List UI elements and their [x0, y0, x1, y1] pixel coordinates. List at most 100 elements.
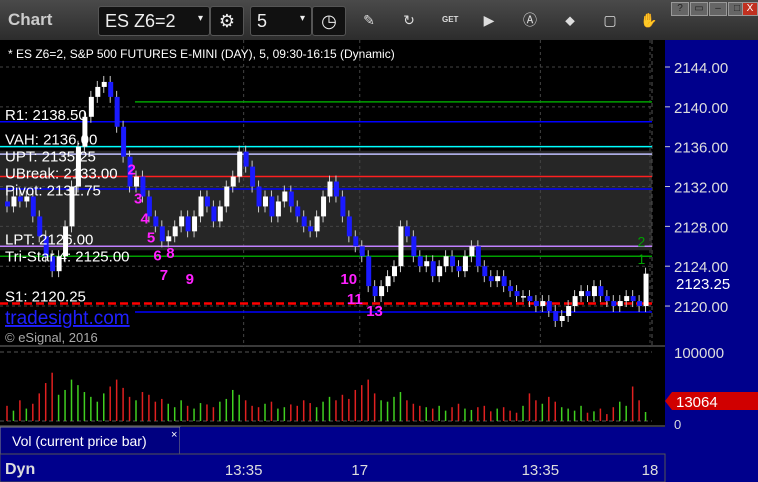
comment-icon[interactable]: ▢ — [603, 12, 617, 28]
candle-body — [404, 226, 410, 237]
watermark-copyright: © eSignal, 2016 — [5, 330, 98, 345]
volume-last-label: 13064 — [676, 394, 718, 411]
chevron-down-icon: ▾ — [197, 13, 203, 24]
x-tick-label: 13:35 — [522, 462, 560, 479]
candle-body — [521, 296, 526, 298]
last-price-marker — [665, 273, 758, 294]
last-price-label: 2123.25 — [676, 276, 730, 293]
level-label: Pivot: 2131.75 — [5, 183, 101, 200]
candle-body — [24, 196, 30, 202]
candle-body — [437, 266, 443, 277]
candle-body — [424, 261, 430, 267]
count-label: 4 — [140, 210, 149, 227]
count-label: 8 — [166, 245, 174, 262]
candle-body — [430, 261, 436, 277]
candle-body — [566, 306, 572, 316]
time-axis — [0, 453, 666, 482]
play-icon[interactable]: ▶ — [483, 12, 495, 28]
candle-body — [385, 276, 391, 287]
dock-button[interactable]: ▭ — [690, 2, 708, 16]
volume-max-label: 100000 — [674, 345, 724, 362]
candle-body — [411, 236, 417, 257]
candle-body — [153, 216, 159, 227]
candle-body — [624, 296, 630, 302]
volume-last-marker — [665, 392, 758, 410]
count-label-green: 2 — [638, 233, 646, 249]
candle-body — [546, 301, 552, 312]
level-label: UBreak: 2133.00 — [5, 166, 118, 183]
hand-icon[interactable]: ✋ — [640, 12, 658, 28]
candle-body — [340, 196, 346, 217]
candle-body — [95, 86, 101, 97]
alert-icon[interactable]: Ⓐ — [523, 12, 537, 28]
candle-body — [282, 191, 288, 202]
refresh-icon[interactable]: ↻ — [403, 12, 415, 28]
candle-body — [256, 186, 262, 207]
link-icon[interactable]: ⬥ — [565, 12, 575, 28]
candle-body — [572, 296, 578, 307]
candle-body — [604, 296, 610, 302]
candle-body — [243, 151, 249, 167]
candle-body — [527, 296, 533, 302]
candle-body — [585, 291, 591, 297]
count-label: 7 — [160, 267, 168, 284]
get-icon[interactable]: GET — [442, 15, 459, 24]
level-label: LPT: 2126.00 — [5, 231, 93, 248]
window-title: Chart — [8, 10, 53, 29]
candle-body — [321, 196, 327, 217]
symbol-value: ES Z6=2 — [105, 11, 176, 31]
candle-body — [392, 266, 397, 277]
x-tick-label: 13:35 — [225, 462, 263, 479]
candle-body — [579, 291, 585, 297]
candle-body — [140, 176, 146, 197]
candle-body — [488, 276, 494, 282]
candle-body — [269, 196, 275, 217]
candle-body — [69, 186, 75, 227]
candle-body — [250, 166, 256, 187]
watermark-site: tradesight.com — [5, 308, 130, 329]
candle-body — [456, 266, 462, 272]
candle-body — [192, 216, 198, 232]
toolbar: Chart ES Z6=2 ▾ ⚙ 5 ▾ ◷ ✎ ↻ GET ▶ Ⓐ ⬥ ▢ ✋ … — [0, 0, 758, 40]
minimize-button[interactable]: – — [709, 2, 727, 16]
interval-dropdown[interactable]: 5 ▾ — [250, 6, 312, 36]
candle-body — [314, 216, 320, 232]
level-label: Tri-Star 4: 2125.00 — [5, 248, 130, 265]
price-chart[interactable]: 2144.00 2140.00 2136.00 2132.00 2128.00 2124.… — [0, 40, 758, 482]
help-button[interactable]: ? — [671, 2, 689, 16]
candle-body — [366, 256, 372, 287]
candle-body — [333, 181, 339, 197]
volume-legend-label: Vol (current price bar) — [12, 433, 147, 449]
candle-body — [417, 256, 423, 267]
volume-min-label: 0 — [674, 417, 681, 432]
candle-body — [559, 316, 565, 321]
count-label-green: 1 — [638, 251, 646, 267]
settings-button[interactable]: ⚙ — [210, 6, 244, 36]
candle-body — [462, 256, 468, 272]
close-icon[interactable]: × — [171, 429, 177, 441]
clock-button[interactable]: ◷ — [312, 6, 346, 36]
candle-body — [237, 151, 243, 177]
close-button[interactable]: X — [742, 2, 758, 16]
candle-body — [598, 286, 604, 297]
candle-body — [11, 196, 17, 207]
y-tick-label: 2132.00 — [674, 180, 728, 197]
candle-body — [553, 311, 559, 321]
candle-body — [179, 216, 185, 227]
x-tick-label: 17 — [351, 462, 368, 479]
volume-pane — [0, 347, 665, 425]
count-label: 5 — [147, 229, 155, 246]
pencil-icon[interactable]: ✎ — [363, 12, 375, 28]
dynamic-button[interactable]: Dyn — [5, 461, 35, 478]
symbol-dropdown[interactable]: ES Z6=2 ▾ — [98, 6, 210, 36]
candle-body — [514, 291, 520, 297]
y-tick-label: 2128.00 — [674, 219, 728, 236]
candle-body — [617, 301, 623, 307]
candle-body — [288, 191, 294, 207]
candle-body — [533, 301, 539, 307]
x-tick-label: 18 — [642, 462, 659, 479]
chart-title: * ES Z6=2, S&P 500 FUTURES E-MINI (DAY),… — [8, 47, 395, 61]
candle-body — [450, 256, 456, 267]
candle-body — [230, 176, 236, 187]
y-tick-label: 2136.00 — [674, 140, 728, 157]
